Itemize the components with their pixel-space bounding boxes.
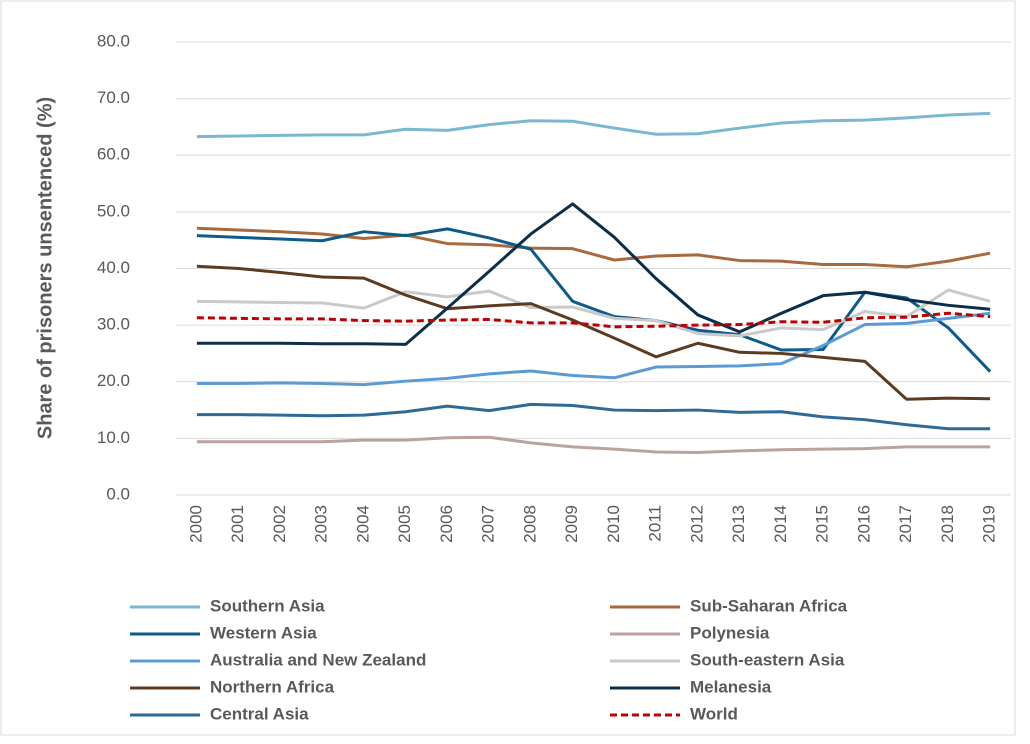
series-line [196, 264, 991, 401]
x-tick-label: 2005 [395, 505, 414, 543]
x-tick-label: 2010 [604, 505, 623, 543]
chart-border [0, 0, 1016, 736]
x-tick-label: 2003 [312, 505, 331, 543]
x-tick-label: 2011 [646, 505, 665, 542]
y-tick-label: 60.0 [97, 145, 130, 164]
x-tick-label: 2006 [437, 505, 456, 543]
series-line [196, 288, 991, 338]
series-line [196, 311, 991, 329]
series-line [196, 402, 991, 431]
legend-text: Sub-Saharan Africa [690, 596, 848, 615]
series-line [196, 202, 991, 346]
legend-text: South-eastern Asia [690, 650, 845, 669]
x-tick-label: 2000 [186, 505, 205, 543]
legend-text: Polynesia [690, 623, 770, 642]
x-tick-label: 2012 [687, 505, 706, 543]
x-tick-label: 2019 [980, 505, 999, 543]
series-line [196, 311, 991, 387]
x-tick-label: 2008 [520, 505, 539, 543]
legend-text: Melanesia [690, 677, 772, 696]
x-tick-label: 2007 [479, 505, 498, 543]
y-tick-label: 30.0 [97, 315, 130, 334]
y-tick-label: 0.0 [106, 484, 130, 503]
y-tick-label: 10.0 [97, 428, 130, 447]
series-line [196, 111, 991, 139]
x-tick-label: 2017 [896, 505, 915, 543]
x-tick-label: 2002 [270, 505, 289, 543]
legend-text: Southern Asia [210, 596, 325, 615]
legend-text: Northern Africa [210, 677, 335, 696]
y-tick-label: 40.0 [97, 258, 130, 277]
series-line [196, 435, 991, 455]
x-tick-label: 2015 [813, 505, 832, 543]
y-tick-label: 50.0 [97, 201, 130, 220]
x-tick-label: 2001 [228, 505, 247, 543]
x-tick-label: 2016 [854, 505, 873, 543]
legend-text: World [690, 704, 738, 723]
legend-text: Western Asia [210, 623, 317, 642]
y-tick-label: 20.0 [97, 371, 130, 390]
series-line [196, 226, 991, 269]
y-axis-title: Share of prisoners unsentenced (%) [34, 97, 56, 439]
y-tick-label: 70.0 [97, 88, 130, 107]
x-tick-label: 2013 [729, 505, 748, 543]
x-tick-label: 2009 [562, 505, 581, 543]
x-tick-label: 2014 [771, 505, 790, 543]
series-line [196, 227, 992, 373]
legend-text: Central Asia [210, 704, 309, 723]
legend-text: Australia and New Zealand [210, 650, 426, 669]
x-tick-label: 2018 [938, 505, 957, 543]
y-tick-label: 80.0 [97, 31, 130, 50]
x-tick-label: 2004 [353, 505, 372, 543]
